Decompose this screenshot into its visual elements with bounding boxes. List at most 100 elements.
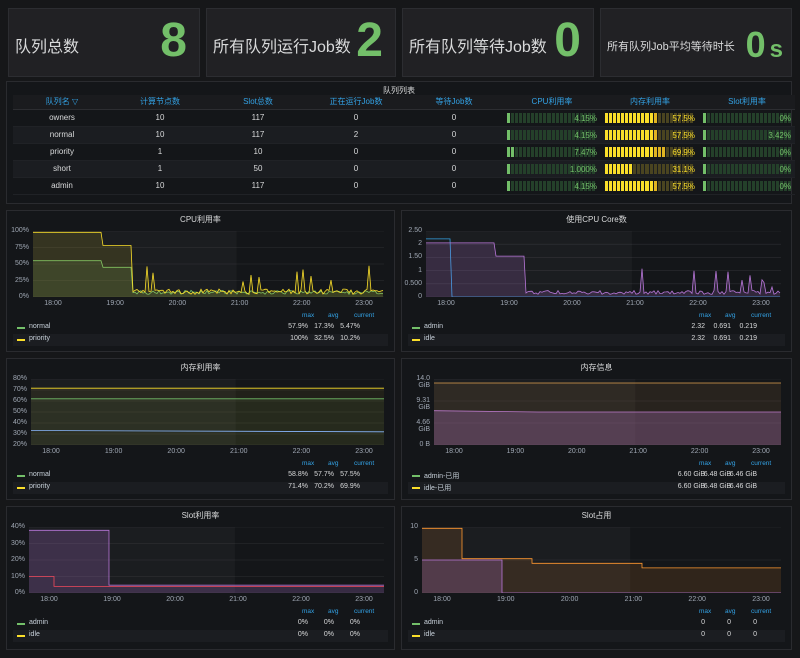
legend-current: 0% (349, 619, 360, 626)
stat-label: 所有队列等待Job数 (409, 39, 547, 56)
legend-series[interactable]: idle-已用 6.60 GiB 6.48 GiB 6.46 GiB (408, 482, 785, 494)
cell-waiting: 0 (405, 109, 503, 127)
legend-avg: 0% (323, 631, 334, 638)
legend-avg: 0% (323, 619, 334, 626)
gauge-value: 0% (779, 164, 791, 174)
gauge-value: 57.5% (672, 181, 695, 191)
x-tick-label: 20:00 (563, 300, 581, 307)
legend-series[interactable]: normal 58.8% 57.7% 57.5% (13, 470, 388, 482)
y-tick-label: 2 (418, 240, 422, 248)
filter-icon[interactable]: ▽ (72, 97, 79, 107)
stat-value: 8 (160, 14, 187, 67)
chart-plot (33, 231, 384, 297)
legend-header-avg[interactable]: avg (725, 608, 736, 615)
cell-slot-gauge: 0% (699, 177, 795, 195)
legend-header-current[interactable]: current (751, 312, 772, 319)
legend-header-max[interactable]: max (302, 460, 315, 467)
slot-occupied-panel: Slot占用 10 5 0 18:00 19:00 20:00 21:00 22:00 23:0… (401, 506, 792, 650)
legend-series[interactable]: admin 2.32 0.691 0.219 (408, 322, 785, 334)
col-header-slots[interactable]: Slot总数 (209, 95, 307, 110)
panel-title: Slot利用率 (181, 511, 220, 520)
col-header-waiting[interactable]: 等待Job数 (405, 95, 503, 110)
legend-header-max[interactable]: max (302, 312, 315, 319)
y-tick-label: 50% (14, 260, 29, 267)
x-tick-label: 23:00 (355, 596, 373, 603)
gauge-value: 0% (779, 113, 791, 123)
cpu-usage-panel: CPU利用率 100% 75% 50% 25% 0% 18:00 19:00 20:00 21:… (6, 210, 395, 352)
table-row[interactable]: short 1 50 0 0 1.000% 31.1% 0% (13, 160, 795, 178)
table-row[interactable]: owners 10 117 0 0 4.15% 57.5% 0% (13, 109, 795, 127)
series-area-used (434, 410, 781, 413)
legend-header-avg[interactable]: avg (328, 312, 339, 319)
legend-header-max[interactable]: max (699, 460, 712, 467)
legend-name: admin-已用 (424, 473, 460, 480)
x-tick-label: 22:00 (293, 300, 311, 307)
legend-header-avg[interactable]: avg (725, 460, 736, 467)
legend-header-max[interactable]: max (302, 608, 315, 615)
cell-nodes: 1 (111, 160, 209, 178)
legend-header-current[interactable]: current (751, 460, 772, 467)
cell-waiting: 0 (405, 177, 503, 195)
slot-usage-panel: Slot利用率 40% 30% 20% 10% 0% 18:00 19:00 20:00 21:… (6, 506, 395, 650)
col-header-slot[interactable]: Slot利用率 (699, 95, 795, 110)
y-tick-label: 0 (414, 589, 418, 596)
legend-swatch (17, 623, 25, 625)
legend-header-current[interactable]: current (354, 460, 375, 467)
chart-plot (426, 231, 781, 297)
stat-label: 队列总数 (15, 39, 80, 56)
legend-series[interactable]: priority 100% 32.5% 10.2% (13, 334, 388, 346)
cell-cpu-gauge: 7.47% (503, 143, 601, 161)
x-tick-label: 23:00 (355, 448, 373, 455)
col-header-queue[interactable]: 队列名 ▽ (13, 95, 111, 110)
bar-gauge (605, 129, 694, 140)
legend-series[interactable]: admin-已用 6.60 GiB 6.48 GiB 6.46 GiB (408, 470, 785, 482)
legend-swatch (412, 635, 420, 637)
cell-name: owners (13, 109, 111, 127)
cell-slots: 117 (209, 126, 307, 144)
cell-mem-gauge: 57.5% (601, 177, 699, 195)
legend-header-max[interactable]: max (699, 608, 712, 615)
col-header-cpu[interactable]: CPU利用率 (503, 95, 601, 110)
legend-current: 0.219 (739, 335, 757, 342)
y-tick-label: 20% (12, 441, 27, 448)
legend-avg: 70.2% (314, 483, 334, 490)
col-header-nodes[interactable]: 计算节点数 (111, 95, 209, 110)
table-row[interactable]: admin 10 117 0 0 4.15% 57.5% 0% (13, 177, 795, 195)
gauge-value: 57.5% (672, 130, 695, 140)
x-tick-label: 19:00 (104, 448, 123, 455)
legend-series[interactable]: idle 0 0 0 (408, 630, 785, 642)
series-line-purple (29, 529, 384, 586)
stat-running-jobs: 所有队列运行Job数 2 (206, 8, 396, 77)
legend-header-avg[interactable]: avg (725, 312, 736, 319)
legend-header-max[interactable]: max (699, 312, 712, 319)
cell-running: 0 (307, 177, 405, 195)
x-tick-label: 21:00 (626, 300, 644, 307)
x-tick-label: 18:00 (40, 596, 58, 603)
legend-header-avg[interactable]: avg (328, 460, 339, 467)
legend-current: 69.9% (340, 483, 360, 490)
legend-header-current[interactable]: current (354, 312, 375, 319)
col-header-running[interactable]: 正在运行Job数 (307, 95, 405, 110)
legend-avg: 6.48 GiB (703, 471, 731, 478)
legend-series[interactable]: priority 71.4% 70.2% 69.9% (13, 482, 388, 494)
panel-title: 内存信息 (580, 363, 613, 372)
legend-header-current[interactable]: current (354, 608, 375, 615)
x-tick-label: 18:00 (445, 448, 463, 455)
legend-header-current[interactable]: current (751, 608, 772, 615)
legend-header-avg[interactable]: avg (328, 608, 339, 615)
table-row[interactable]: priority 1 10 0 0 7.47% 69.9% 0% (13, 143, 795, 161)
legend-series[interactable]: idle 2.32 0.691 0.219 (408, 334, 785, 346)
col-header-mem[interactable]: 内存利用率 (601, 95, 699, 110)
x-tick-label: 23:00 (752, 300, 770, 307)
legend-name: priority (29, 483, 51, 490)
legend-series[interactable]: admin 0% 0% 0% (13, 618, 388, 630)
legend-series[interactable]: admin 0 0 0 (408, 618, 785, 630)
table-row[interactable]: normal 10 117 2 0 4.15% 57.5% 3.42% (13, 126, 795, 144)
cell-mem-gauge: 57.5% (601, 126, 699, 144)
gauge-value: 69.9% (672, 147, 695, 157)
legend-series[interactable]: normal 57.9% 17.3% 5.47% (13, 322, 388, 334)
cell-slot-gauge: 0% (699, 143, 795, 161)
y-tick-label: 80% (12, 375, 27, 382)
legend-name: idle (424, 335, 435, 342)
legend-series[interactable]: idle 0% 0% 0% (13, 630, 388, 642)
